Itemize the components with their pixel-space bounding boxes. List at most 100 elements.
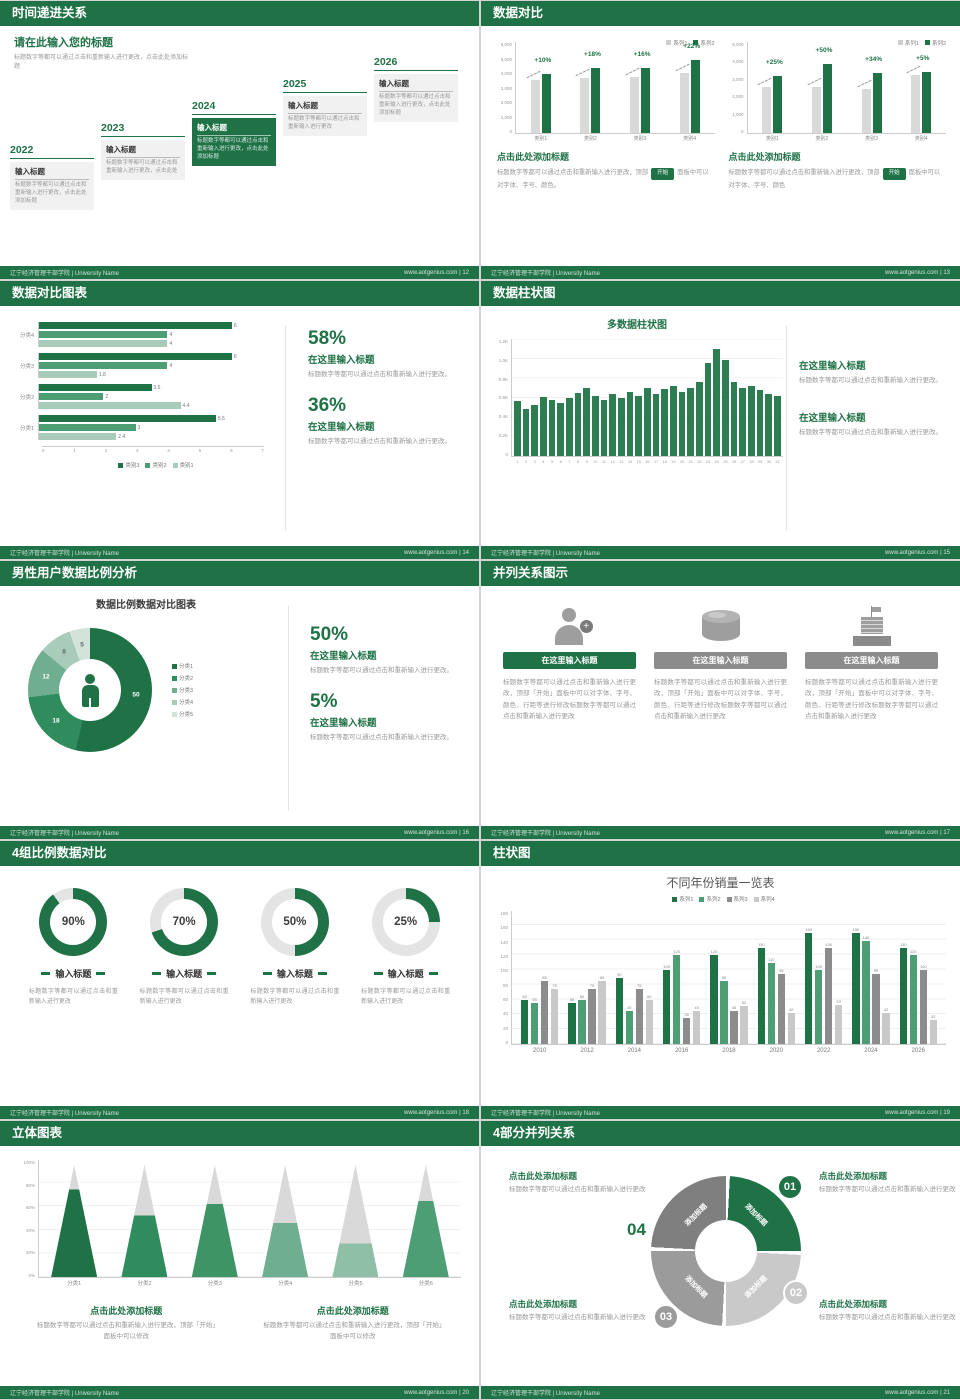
- footer-right: www.aotgenius.com | 12: [404, 270, 469, 276]
- bar: 4: [39, 362, 264, 369]
- slide-title-bar: 数据柱状图: [481, 281, 960, 306]
- bar-series2: [822, 64, 832, 133]
- timeline-item-2023: 2023 输入标题 标题数字等都可以通过点击和重新输入进行更改，点击此处: [101, 122, 185, 180]
- bar: 4: [540, 339, 547, 464]
- legend-item: 类别3: [118, 461, 139, 469]
- legend-item: 系列3: [726, 895, 748, 903]
- footer-separator: |: [940, 549, 942, 556]
- footer-separator: |: [459, 269, 461, 276]
- bar: 6: [39, 322, 264, 329]
- slice-value: 12: [42, 673, 50, 681]
- bar: 28: [748, 339, 755, 464]
- footer-right: www.aotgenius.com | 13: [885, 270, 950, 276]
- slide-20-cone-chart[interactable]: 立体图表 100% 80% 60% 40% 20% 0% 分类1 分类2 分类3 分类4 分类5 分类…: [0, 1121, 479, 1399]
- slide-21-four-part-relationship[interactable]: 4部分并列关系 添加标题 添加标题 添加标题 添加标题 01 02 03 04 点击此…: [481, 1121, 960, 1399]
- slide-17-parallel-relationship[interactable]: 并列关系图示 在这里输入标题 标题数字等都可以通过点击和重新输入进行更改，顶部「…: [481, 561, 960, 839]
- text-blocks: 在这里输入标题 标题数字等都可以通过点击和重新输入进行更改。 在这里输入标题 标…: [799, 358, 947, 463]
- bar: 60: [577, 911, 586, 1044]
- bar: 2: [522, 339, 530, 464]
- bar: 23: [704, 339, 712, 464]
- legend-item: 分类5: [172, 710, 193, 718]
- bar-group: +34% 类别3: [854, 42, 890, 142]
- footer-org: 辽宁经济管理干部学院 | University Name: [491, 1111, 600, 1117]
- ring-column: 70% 输入标题 标题数字等都可以通过点击和重新输入进行更改: [137, 888, 232, 1008]
- y-axis: 6,000 5,000 4,000 3,000 2,000 1,000 0: [500, 42, 512, 134]
- slide-15-column-chart[interactable]: 数据柱状图 多数据柱状图 1.2K 1.0K 0.8K 0.6K 0.4K 0.2K 0 1 2 3…: [481, 281, 960, 559]
- bar-series1: [530, 79, 540, 133]
- footer-site: www.aotgenius.com: [404, 269, 458, 276]
- ring-label: 输入标题: [263, 967, 327, 980]
- slide-footer: 辽宁经济管理干部学院 | University Name www.aotgeni…: [481, 546, 960, 559]
- slide-footer: 辽宁经济管理干部学院 | University Name www.aotgeni…: [481, 1386, 960, 1399]
- bar-series1: [811, 87, 821, 133]
- milestone-card: 输入标题 标题数字等都可以通过点击和重新输入进行更改，点击此处添加标题: [10, 162, 94, 210]
- bar: 5.5: [39, 415, 264, 422]
- bar: 3.5: [39, 384, 264, 391]
- page-number: 16: [462, 829, 469, 836]
- bar: 120: [909, 911, 918, 1044]
- slide-18-four-ratio-comparison[interactable]: 4组比例数据对比 90% 输入标题 标题数字等都可以通过点击和重新输入进行更改 …: [0, 841, 479, 1119]
- slide-14-comparison-chart[interactable]: 数据对比图表 分类4 6 4 4 分类3 6 4 1.8 分类2 3.5 2 4.4 分类1 5.5 3 2.…: [0, 281, 479, 559]
- bar: 150: [851, 911, 860, 1044]
- timeline-item-2026: 2026 输入标题 标题数字等都可以通过点击和重新输入进行更改，点击此处添加标题: [374, 56, 458, 122]
- slide-16-male-ratio-analysis[interactable]: 男性用户数据比例分析 数据比例数据对比图表 50 18 12 8 5 分类1 分类2 分类3 分…: [0, 561, 479, 839]
- slide-title: 并列关系图示: [493, 566, 569, 580]
- slide-12-time-progression[interactable]: 时间递进关系 请在此输入您的标题 标题数字等都可以通过点击和重新输入进行更改，点…: [0, 1, 479, 279]
- milestone-card: 输入标题 标题数字等都可以通过点击和重新输入进行更改: [283, 96, 367, 136]
- stat-text: 标题数字等都可以通过点击和重新输入进行更改。: [310, 734, 453, 742]
- footer-org: 辽宁经济管理干部学院 | University Name: [10, 271, 119, 277]
- column-1: 在这里输入标题 标题数字等都可以通过点击和重新输入进行更改，顶部「开始」面板中可…: [503, 600, 636, 723]
- milestone-label: 输入标题: [288, 100, 362, 114]
- slide-footer: 辽宁经济管理干部学院 | University Name www.aotgeni…: [0, 826, 479, 839]
- bar-group: +16% 类别3: [622, 42, 658, 142]
- bar-group: +5% 类别4: [903, 42, 939, 142]
- page-number: 14: [462, 549, 469, 556]
- bar-group: +18% 类别2: [572, 42, 608, 142]
- bar-group: +50% 类别2: [804, 42, 840, 142]
- caption-text: 标题数字等都可以通过点击和重新输入进行更改，顶部「开始」面板中可以修改: [263, 1322, 443, 1340]
- bar: 31: [774, 339, 781, 464]
- column-text: 标题数字等都可以通过点击和重新输入进行更改，顶部「开始」面板中可以对字体、字号、…: [503, 679, 636, 721]
- ring-text: 标题数字等都可以通过点击和重新输入进行更改: [361, 989, 451, 1005]
- bar-series1: [679, 73, 689, 133]
- bar: 130: [757, 911, 766, 1044]
- bar-group: 分类3 6 4 1.8: [12, 353, 264, 378]
- chart-legend: 系列1 系列2: [727, 32, 946, 47]
- bar: 1: [514, 339, 521, 464]
- footer-org: 辽宁经济管理干部学院 | University Name: [10, 1111, 119, 1117]
- stat-label: 在这里输入标题: [308, 355, 375, 366]
- segment-number-02: 02: [783, 1280, 809, 1306]
- legend-item: 系列1: [672, 895, 693, 903]
- legend-item: 分类2: [172, 674, 193, 682]
- bar: 120: [709, 911, 718, 1044]
- ring-label: 输入标题: [374, 967, 438, 980]
- footer-site: www.aotgenius.com: [885, 1389, 939, 1396]
- bar: 16: [644, 339, 651, 464]
- slide-19-grouped-bar-chart[interactable]: 柱状图 不同年份销量一览表 系列1 系列2 系列3 系列4 180 160 140 120 100…: [481, 841, 960, 1119]
- slide-title: 立体图表: [12, 1126, 63, 1140]
- bar: 4.4: [39, 402, 264, 409]
- bar: 13: [618, 339, 625, 464]
- hbar-rows: 分类4 6 4 4 分类3 6 4 1.8 分类2 3.5 2 4.4 分类1 5.5 3 2.4: [12, 322, 264, 440]
- bar: 150: [804, 911, 813, 1044]
- bar: 26: [730, 339, 738, 464]
- footer-org: 辽宁经济管理干部学院 | University Name: [10, 831, 119, 837]
- slide-footer: 辽宁经济管理干部学院 | University Name www.aotgeni…: [0, 546, 479, 559]
- cone: 分类3: [191, 1160, 238, 1287]
- footer-right: www.aotgenius.com | 15: [885, 550, 950, 556]
- stat-percent: 50%: [310, 624, 349, 645]
- slide-footer: 辽宁经济管理干部学院 | University Name www.aotgeni…: [481, 1106, 960, 1119]
- slide-13-data-comparison[interactable]: 数据对比 系列1 系列2 6,000 5,000 4,000 3,000 2,000 1,00…: [481, 1, 960, 279]
- page-number: 18: [462, 1109, 469, 1116]
- legend-item: 分类4: [172, 698, 193, 706]
- donut-chart: 50 18 12 8 5: [28, 628, 152, 752]
- bar: 110: [767, 911, 776, 1044]
- stat-text: 标题数字等都可以通过点击和重新输入进行更改。: [308, 438, 451, 446]
- milestone-label: 输入标题: [106, 144, 180, 158]
- milestone-text: 标题数字等都可以通过点击和重新输入进行更改，点击此处添加标题: [197, 138, 269, 160]
- building-icon: [851, 606, 893, 646]
- text-block: 在这里输入标题 标题数字等都可以通过点击和重新输入进行更改。: [799, 358, 947, 386]
- plot-area: +10% 类别1 +18% 类别2 +16% 类别3 +22% 类别4: [515, 42, 715, 142]
- caption-block: 点击此处添加标题 标题数字等都可以通过点击和重新输入进行更改，顶部 开始 面板中可以…: [727, 150, 947, 191]
